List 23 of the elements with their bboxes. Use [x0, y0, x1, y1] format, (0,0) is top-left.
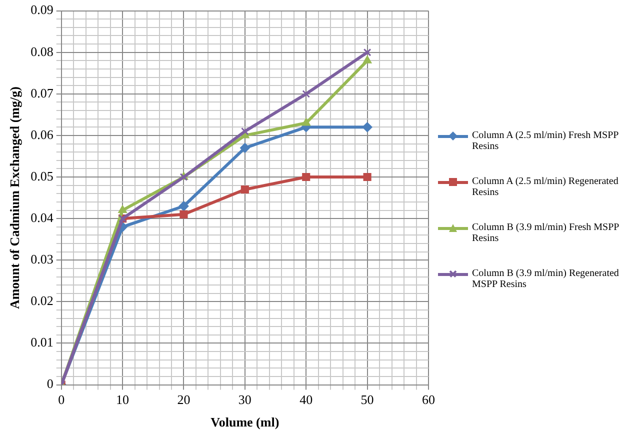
x-axis-title: Volume (ml) — [210, 414, 280, 430]
x-tick-label: 50 — [360, 392, 374, 408]
x-tick-label: 10 — [116, 392, 130, 408]
x-tick-label: 0 — [58, 392, 65, 408]
y-tick-label: 0.07 — [30, 85, 54, 100]
x-tick-label: 30 — [238, 392, 252, 408]
y-axis-title: Amount of Cadmium Exchanged (mg/g) — [7, 86, 22, 310]
y-tick-label: 0.05 — [30, 168, 54, 184]
y-tick-label: 0.01 — [30, 334, 54, 350]
y-tick-label: 0.02 — [30, 293, 54, 308]
y-tick-label: 0.03 — [30, 252, 54, 267]
x-tick-label: 20 — [177, 392, 190, 408]
legend-label: Column A (2.5 ml/min) Fresh MSPP Resins — [472, 130, 620, 152]
y-tick-label: 0.09 — [30, 2, 54, 18]
legend-label: Column B (3.9 ml/min) Regenerated MSPP Resins — [472, 268, 620, 290]
x-tick-label: 40 — [300, 392, 313, 408]
y-tick-label: 0 — [46, 376, 54, 392]
legend-label: Column A (2.5 ml/min) Regenerated Resins — [472, 176, 620, 198]
y-tick-label: 0.04 — [30, 210, 54, 225]
x-tick-label: 60 — [422, 392, 435, 408]
y-tick-label: 0.06 — [30, 126, 54, 142]
legend-label: Column B (3.9 ml/min) Fresh MSPP Resins — [472, 222, 620, 244]
y-tick-label: 0.08 — [30, 44, 54, 59]
